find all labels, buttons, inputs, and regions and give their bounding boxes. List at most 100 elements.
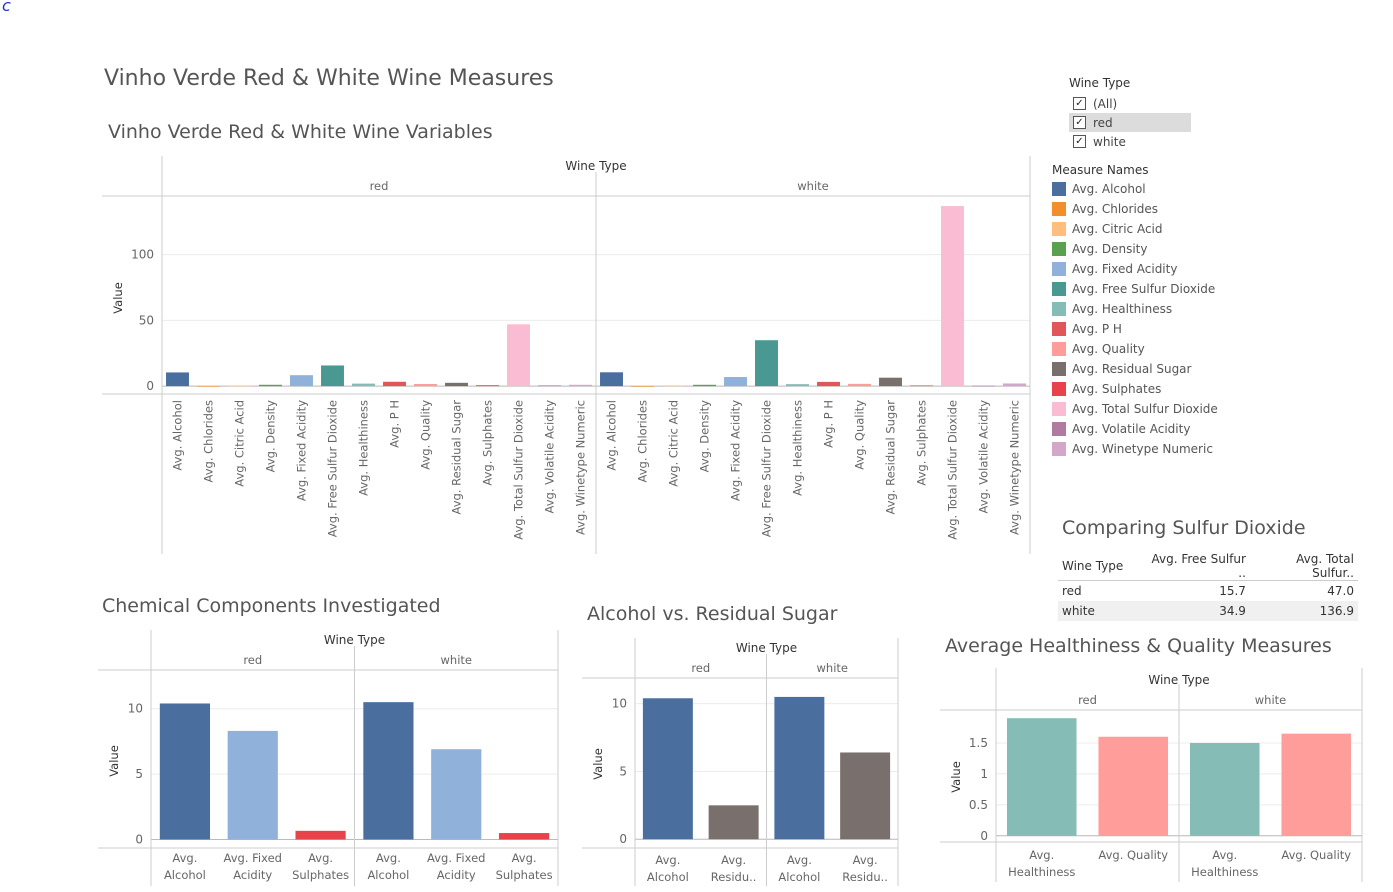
y-axis-label: Value xyxy=(111,282,125,314)
legend-item[interactable]: Avg. Sulphates xyxy=(1052,379,1252,399)
bar xyxy=(848,383,871,387)
legend-item[interactable]: Avg. Free Sulfur Dioxide xyxy=(1052,279,1252,299)
legend-item[interactable]: Avg. Residual Sugar xyxy=(1052,359,1252,379)
y-tick-label: 0 xyxy=(146,379,154,393)
filter-option-white[interactable]: ✓ white xyxy=(1069,132,1191,151)
legend-item[interactable]: Avg. P H xyxy=(1052,319,1252,339)
y-tick-label: 10 xyxy=(612,697,627,711)
category-label: Avg. Fixed xyxy=(427,851,485,865)
table-cell: 34.9 xyxy=(1219,604,1246,618)
bar xyxy=(708,805,759,840)
legend-swatch xyxy=(1052,202,1066,216)
category-label: Avg. xyxy=(853,853,878,867)
category-label: Avg. Total Sulfur Dioxide xyxy=(512,400,526,540)
variables-bar-chart: 0 50 100 Wine Type red Avg. Alcohol Avg. Chlor… xyxy=(102,156,1031,554)
legend-item[interactable]: Avg. Citric Acid xyxy=(1052,219,1252,239)
bar xyxy=(295,830,346,840)
bar xyxy=(507,324,530,387)
chemical-bar-chart: 0 5 10 Wine Type red Avg. Alcohol Avg. Fixed Aci… xyxy=(98,630,559,886)
wine-type-filter: Wine Type ✓ (All) ✓ red ✓ white xyxy=(1069,76,1199,151)
measure-names-legend: Measure Names Avg. Alcohol Avg. Chlorides… xyxy=(1052,163,1252,459)
table-row: red 15.7 47.0 xyxy=(1058,581,1358,602)
category-label: Avg. Density xyxy=(264,400,278,473)
bar xyxy=(352,383,375,387)
category-label: Avg. Winetype Numeric xyxy=(1008,400,1022,535)
bar xyxy=(693,384,716,387)
category-label: Avg. Residual Sugar xyxy=(884,400,898,515)
table-header: Wine Type xyxy=(1062,559,1124,573)
filter-title: Wine Type xyxy=(1069,76,1131,90)
legend-item[interactable]: Avg. Chlorides xyxy=(1052,199,1252,219)
legend-label: Avg. Winetype Numeric xyxy=(1072,442,1213,456)
filter-option-red[interactable]: ✓ red xyxy=(1069,113,1191,132)
bar xyxy=(817,381,840,387)
bar xyxy=(1189,742,1260,836)
bar xyxy=(1003,383,1026,387)
health-quality-chart-title: Average Healthiness & Quality Measures xyxy=(945,635,1332,657)
legend-item[interactable]: Avg. Fixed Acidity xyxy=(1052,259,1252,279)
filter-option-label: red xyxy=(1093,115,1113,130)
category-label: Avg. Healthiness xyxy=(357,400,371,496)
checkbox-icon[interactable]: ✓ xyxy=(1073,116,1086,129)
bar xyxy=(910,385,933,387)
bar xyxy=(631,386,654,387)
y-axis-label: Value xyxy=(107,745,121,777)
legend-item[interactable]: Avg. Volatile Acidity xyxy=(1052,419,1252,439)
bar xyxy=(228,385,251,387)
y-tick-label: 0 xyxy=(135,832,143,846)
category-label: Sulphates xyxy=(496,868,553,882)
y-tick-label: 5 xyxy=(135,767,143,781)
category-label: Residu.. xyxy=(842,870,888,884)
table-cell: 15.7 xyxy=(1219,584,1246,598)
y-tick-label: 1 xyxy=(980,767,988,781)
bar xyxy=(414,384,437,387)
alcohol-sugar-chart-title: Alcohol vs. Residual Sugar xyxy=(587,603,838,625)
category-label: Alcohol xyxy=(367,868,409,882)
bar xyxy=(662,385,685,387)
legend-swatch xyxy=(1052,322,1066,336)
legend-item[interactable]: Avg. Density xyxy=(1052,239,1252,259)
category-label: Healthiness xyxy=(1008,865,1075,879)
category-label: Avg. Citric Acid xyxy=(667,400,681,487)
legend-item[interactable]: Avg. Alcohol xyxy=(1052,179,1252,199)
bar xyxy=(383,381,406,387)
category-label: Acidity xyxy=(233,868,272,882)
bar xyxy=(431,749,482,840)
table-header: Avg. Free Sulfur .. xyxy=(1151,552,1246,580)
sulfur-table-title: Comparing Sulfur Dioxide xyxy=(1062,517,1306,539)
checkbox-icon[interactable]: ✓ xyxy=(1073,135,1086,148)
filter-option-label: (All) xyxy=(1093,96,1118,111)
legend-swatch xyxy=(1052,362,1066,376)
category-label: Avg. xyxy=(172,851,197,865)
category-label: Avg. Free Sulfur Dioxide xyxy=(326,400,340,537)
checkbox-icon[interactable]: ✓ xyxy=(1073,97,1086,110)
category-label: Avg. xyxy=(376,851,401,865)
category-label: Avg. Volatile Acidity xyxy=(977,400,991,514)
legend-swatch xyxy=(1052,442,1066,456)
table-cell: 47.0 xyxy=(1327,584,1354,598)
legend-label: Avg. Sulphates xyxy=(1072,382,1162,396)
category-label: Avg. Free Sulfur Dioxide xyxy=(760,400,774,537)
category-label: Healthiness xyxy=(1191,865,1258,879)
bar xyxy=(774,696,825,840)
legend-item[interactable]: Avg. Healthiness xyxy=(1052,299,1252,319)
legend-swatch xyxy=(1052,422,1066,436)
legend-label: Avg. Residual Sugar xyxy=(1072,362,1192,376)
legend-item[interactable]: Avg. Winetype Numeric xyxy=(1052,439,1252,459)
legend-label: Avg. Density xyxy=(1072,242,1148,256)
legend-swatch xyxy=(1052,222,1066,236)
bar xyxy=(363,702,414,840)
legend-label: Avg. Volatile Acidity xyxy=(1072,422,1191,436)
sulfur-dioxide-table: Wine Type Avg. Free Sulfur .. Avg. Total… xyxy=(1058,552,1358,621)
table-row: white 34.9 136.9 xyxy=(1058,601,1358,621)
pane-label: red xyxy=(691,661,710,675)
legend-item[interactable]: Avg. Quality xyxy=(1052,339,1252,359)
legend-swatch xyxy=(1052,382,1066,396)
bar xyxy=(941,206,964,387)
filter-option-all[interactable]: ✓ (All) xyxy=(1069,94,1191,113)
legend-item[interactable]: Avg. Total Sulfur Dioxide xyxy=(1052,399,1252,419)
bar xyxy=(879,377,902,387)
table-cell: white xyxy=(1062,604,1095,618)
y-tick-label: 1.5 xyxy=(969,736,988,750)
filter-option-label: white xyxy=(1093,134,1126,149)
